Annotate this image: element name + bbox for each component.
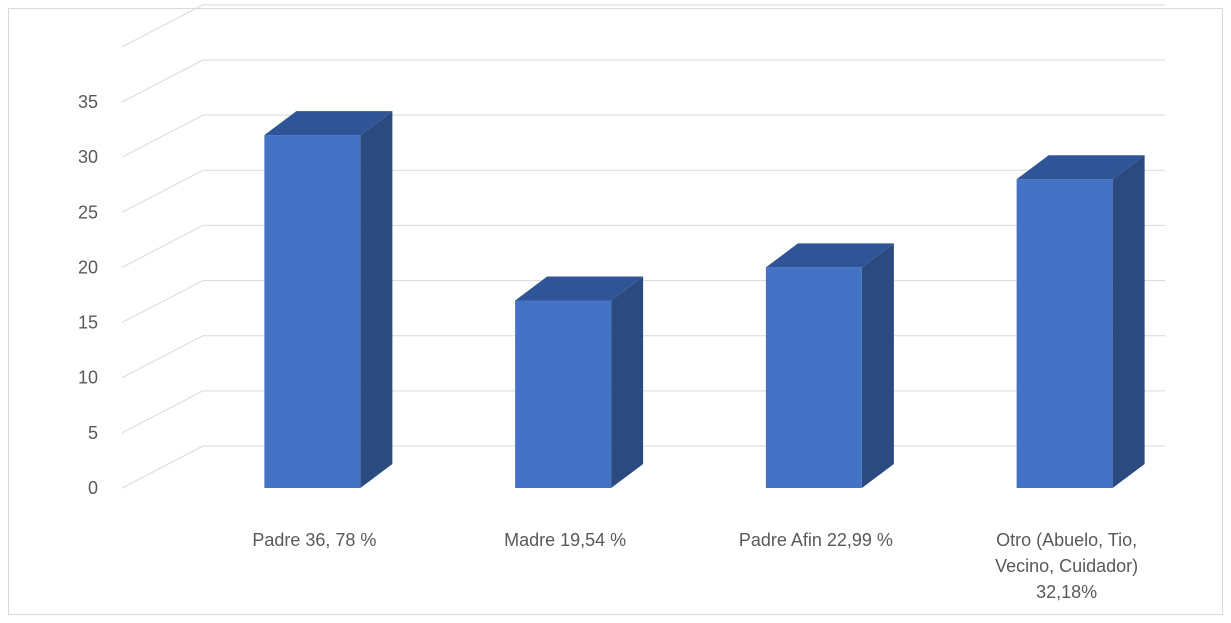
- bar: [515, 276, 644, 488]
- x-category-label: Madre 19,54 %: [504, 530, 626, 550]
- bar-side: [611, 276, 644, 488]
- x-category-label-line: Vecino, Cuidador): [995, 556, 1138, 576]
- gridline-diagonal: [121, 114, 204, 158]
- gridline-diagonal: [121, 335, 204, 379]
- bar-front: [765, 267, 862, 488]
- bar-side: [360, 111, 393, 488]
- x-category-label: Otro (Abuelo, Tio, Vecino, Cuidador) 32,18…: [995, 530, 1138, 602]
- bar-front: [264, 135, 361, 489]
- bar-side: [1112, 155, 1145, 488]
- bar-front: [515, 300, 612, 488]
- y-tick-label: 25: [78, 202, 98, 222]
- x-category-label: Padre 36, 78 %: [252, 530, 376, 550]
- axis-labels: 0 5 10 15 20 25 30 35 Padre 36, 78 % Madre 19,54 …: [78, 92, 1138, 602]
- bar: [765, 243, 894, 488]
- y-tick-label: 35: [78, 92, 98, 112]
- x-category-label-line: 32,18%: [1036, 582, 1097, 602]
- gridline-diagonal: [121, 390, 204, 434]
- bars: [264, 111, 1145, 489]
- x-category-label-line: Padre Afin 22,99 %: [739, 530, 893, 550]
- y-tick-label: 15: [78, 313, 98, 333]
- bar-top: [1016, 155, 1145, 180]
- y-tick-label: 0: [88, 478, 98, 498]
- gridline-diagonal: [121, 280, 204, 324]
- bar-side: [861, 243, 894, 488]
- y-tick-label: 5: [88, 423, 98, 443]
- bar-top: [515, 276, 644, 301]
- bar: [1016, 155, 1145, 488]
- x-category-label-line: Otro (Abuelo, Tio,: [996, 530, 1137, 550]
- gridline-diagonal: [121, 224, 204, 268]
- gridline-diagonal: [121, 169, 204, 213]
- bar: [264, 111, 393, 489]
- y-tick-label: 20: [78, 257, 98, 277]
- gridline-diagonal: [121, 445, 204, 489]
- bar-front: [1016, 179, 1113, 488]
- y-tick-label: 10: [78, 368, 98, 388]
- gridline-diagonal: [121, 4, 204, 48]
- bar-top: [264, 111, 393, 136]
- bar-top: [765, 243, 894, 268]
- x-category-label: Padre Afin 22,99 %: [739, 530, 893, 550]
- x-category-label-line: Madre 19,54 %: [504, 530, 626, 550]
- y-tick-label: 30: [78, 147, 98, 167]
- x-category-label-line: Padre 36, 78 %: [252, 530, 376, 550]
- gridline-diagonal: [121, 59, 204, 103]
